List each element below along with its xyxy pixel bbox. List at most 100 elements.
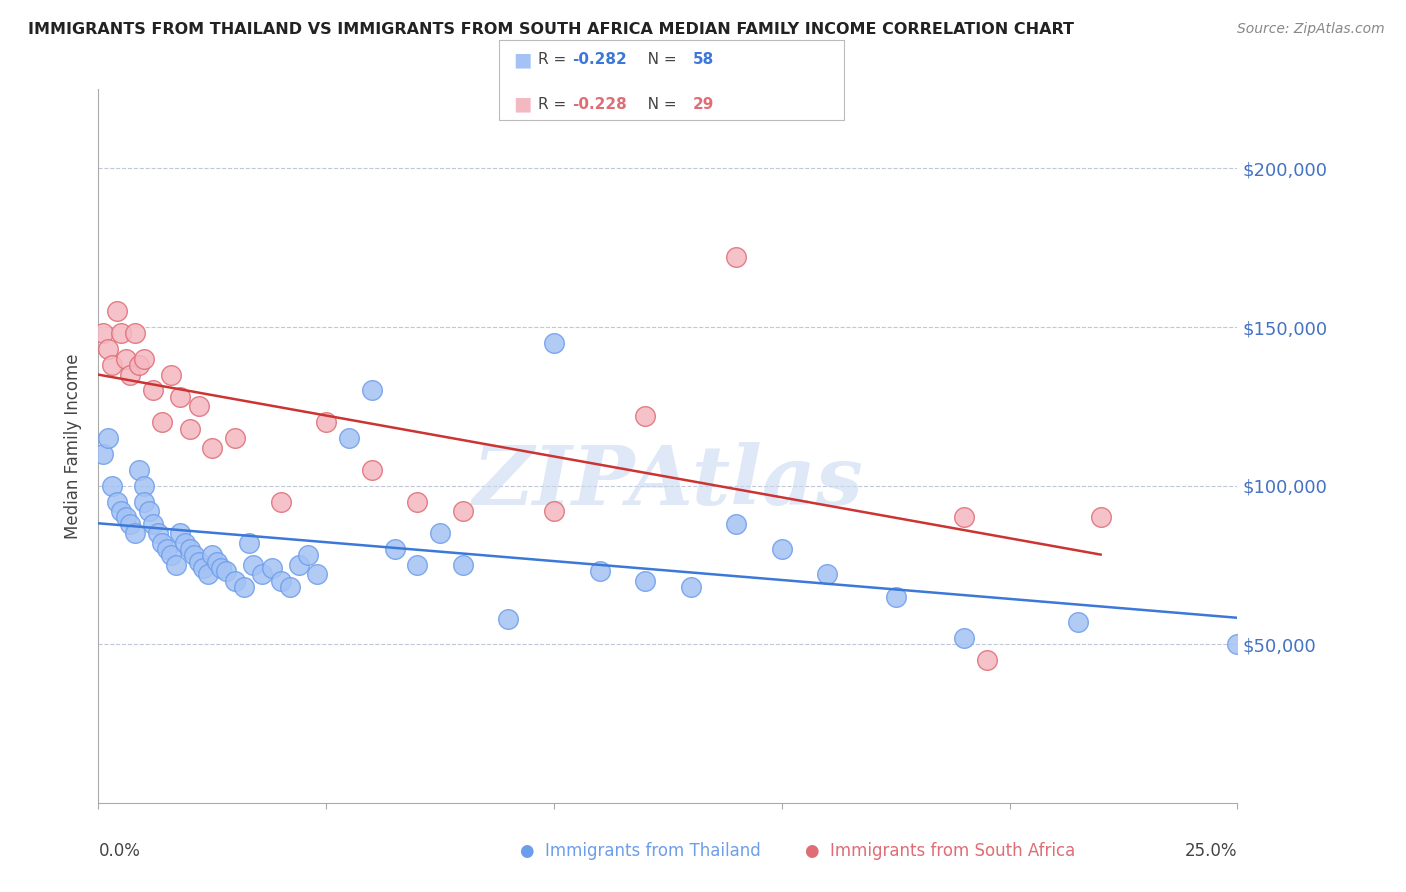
Point bbox=[197, 567, 219, 582]
Point bbox=[242, 558, 264, 572]
Point bbox=[132, 351, 155, 366]
Point bbox=[278, 580, 301, 594]
Point bbox=[1090, 510, 1112, 524]
Text: ■: ■ bbox=[513, 50, 531, 70]
Point bbox=[233, 580, 256, 594]
Point bbox=[193, 561, 215, 575]
Point bbox=[146, 526, 169, 541]
Point bbox=[679, 580, 702, 594]
Point bbox=[160, 549, 183, 563]
Text: 29: 29 bbox=[693, 97, 714, 112]
Point bbox=[91, 326, 114, 341]
Point bbox=[451, 558, 474, 572]
Point bbox=[105, 304, 128, 318]
Text: -0.282: -0.282 bbox=[572, 53, 627, 67]
Point bbox=[124, 326, 146, 341]
Point bbox=[451, 504, 474, 518]
Point bbox=[150, 415, 173, 429]
Text: ■: ■ bbox=[513, 95, 531, 114]
Point bbox=[96, 431, 118, 445]
Point bbox=[110, 326, 132, 341]
Point bbox=[360, 463, 382, 477]
Point bbox=[132, 494, 155, 508]
Text: 25.0%: 25.0% bbox=[1185, 842, 1237, 860]
Point bbox=[1067, 615, 1090, 629]
Point bbox=[634, 409, 657, 423]
Point bbox=[252, 567, 274, 582]
Point bbox=[634, 574, 657, 588]
Point bbox=[205, 555, 228, 569]
Point bbox=[588, 564, 610, 578]
Point bbox=[201, 549, 224, 563]
Point bbox=[953, 510, 976, 524]
Point bbox=[815, 567, 838, 582]
Point bbox=[498, 612, 520, 626]
Point bbox=[725, 516, 748, 531]
Point bbox=[953, 631, 976, 645]
Point bbox=[406, 558, 429, 572]
Point bbox=[110, 504, 132, 518]
Point bbox=[105, 494, 128, 508]
Point bbox=[770, 542, 793, 557]
Point bbox=[114, 351, 136, 366]
Text: 58: 58 bbox=[693, 53, 714, 67]
Point bbox=[120, 516, 142, 531]
Point bbox=[224, 574, 246, 588]
Point bbox=[120, 368, 142, 382]
Point bbox=[884, 590, 907, 604]
Point bbox=[543, 335, 565, 350]
Point bbox=[138, 504, 160, 518]
Text: -0.228: -0.228 bbox=[572, 97, 627, 112]
Point bbox=[169, 390, 191, 404]
Point bbox=[260, 561, 283, 575]
Point bbox=[128, 463, 150, 477]
Point bbox=[142, 516, 165, 531]
Point bbox=[187, 555, 209, 569]
Point bbox=[174, 535, 197, 549]
Point bbox=[169, 526, 191, 541]
Point bbox=[187, 400, 209, 414]
Point bbox=[101, 478, 124, 492]
Point bbox=[976, 653, 998, 667]
Point bbox=[270, 574, 292, 588]
Point bbox=[384, 542, 406, 557]
Text: IMMIGRANTS FROM THAILAND VS IMMIGRANTS FROM SOUTH AFRICA MEDIAN FAMILY INCOME CO: IMMIGRANTS FROM THAILAND VS IMMIGRANTS F… bbox=[28, 22, 1074, 37]
Point bbox=[224, 431, 246, 445]
Text: ●  Immigrants from South Africa: ● Immigrants from South Africa bbox=[804, 842, 1074, 860]
Text: N =: N = bbox=[633, 97, 681, 112]
Text: Source: ZipAtlas.com: Source: ZipAtlas.com bbox=[1237, 22, 1385, 37]
Point bbox=[270, 494, 292, 508]
Point bbox=[209, 561, 232, 575]
Point bbox=[406, 494, 429, 508]
Point bbox=[725, 250, 748, 264]
Point bbox=[183, 549, 205, 563]
Point bbox=[307, 567, 329, 582]
Point bbox=[288, 558, 311, 572]
Y-axis label: Median Family Income: Median Family Income bbox=[65, 353, 83, 539]
Point bbox=[543, 504, 565, 518]
Text: N =: N = bbox=[633, 53, 681, 67]
Point bbox=[150, 535, 173, 549]
Text: R =: R = bbox=[538, 53, 572, 67]
Point bbox=[179, 421, 201, 435]
Point bbox=[142, 384, 165, 398]
Point bbox=[128, 358, 150, 372]
Text: ●  Immigrants from Thailand: ● Immigrants from Thailand bbox=[520, 842, 761, 860]
Point bbox=[360, 384, 382, 398]
Point bbox=[160, 368, 183, 382]
Point bbox=[1226, 637, 1249, 651]
Point bbox=[132, 478, 155, 492]
Point bbox=[179, 542, 201, 557]
Point bbox=[114, 510, 136, 524]
Point bbox=[238, 535, 260, 549]
Text: ZIPAtlas: ZIPAtlas bbox=[472, 442, 863, 522]
Point bbox=[297, 549, 319, 563]
Point bbox=[124, 526, 146, 541]
Point bbox=[337, 431, 360, 445]
Point bbox=[156, 542, 179, 557]
Point bbox=[96, 343, 118, 357]
Point bbox=[101, 358, 124, 372]
Point bbox=[429, 526, 451, 541]
Text: 0.0%: 0.0% bbox=[98, 842, 141, 860]
Point bbox=[91, 447, 114, 461]
